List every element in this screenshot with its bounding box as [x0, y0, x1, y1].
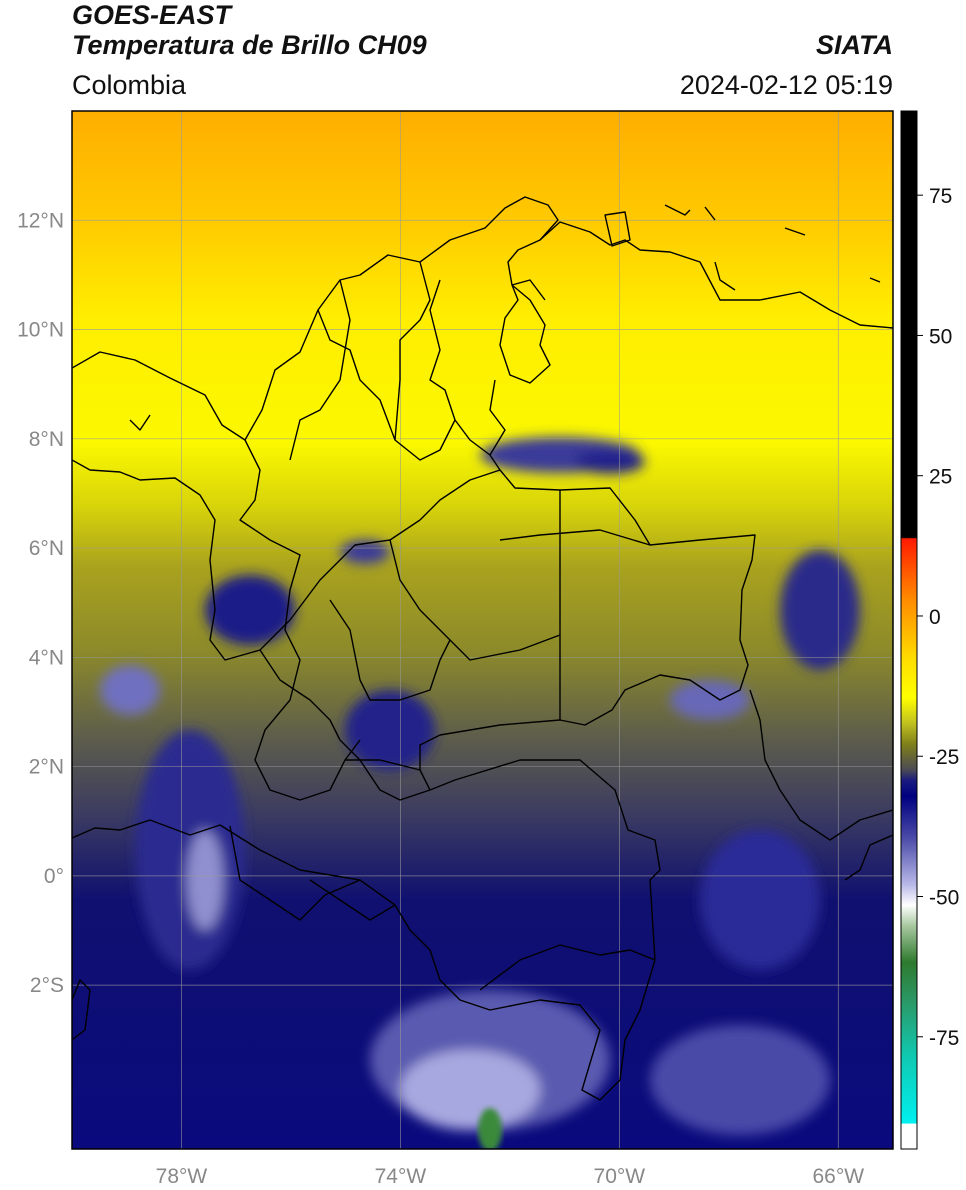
colorbar — [900, 110, 918, 1150]
colorbar-tick-label: 75 — [929, 185, 952, 208]
political-borders — [72, 196, 893, 1101]
cold-cloud-tops — [100, 437, 860, 1135]
colorbar-tick-label: -75 — [929, 1027, 959, 1050]
temperature-background — [72, 111, 893, 1149]
latitude-tick-labels: 12°N 10°N 8°N 6°N 4°N 2°N 0° 2°S — [17, 209, 64, 997]
lat-tick-label: 12°N — [17, 209, 64, 232]
satellite-title: GOES-EAST — [72, 0, 232, 30]
datetime-label: 2024-02-12 05:19 — [679, 70, 893, 100]
very-cold-core — [478, 1108, 502, 1149]
brightness-temperature-field — [72, 111, 893, 1149]
colorbar-tick-label: 25 — [929, 466, 952, 489]
lat-tick-label: 2°S — [30, 974, 64, 997]
lat-tick-label: 8°N — [29, 428, 64, 451]
lat-tick-label: 2°N — [29, 756, 64, 779]
colorbar-tick-label: -50 — [929, 887, 959, 910]
map-frame — [71, 110, 894, 1150]
lon-tick-label: 78°W — [156, 1165, 208, 1188]
lon-tick-label: 70°W — [594, 1165, 646, 1188]
lat-tick-label: 6°N — [29, 537, 64, 560]
colorbar-tick-label: 0 — [929, 606, 941, 629]
longitude-tick-labels: 78°W 74°W 70°W 66°W — [156, 1165, 865, 1188]
source-label: SIATA — [816, 30, 893, 60]
colorbar-tick-label: -25 — [929, 746, 959, 769]
lat-tick-label: 10°N — [17, 319, 64, 342]
lon-tick-label: 66°W — [812, 1165, 864, 1188]
lon-tick-label: 74°W — [375, 1165, 427, 1188]
lat-tick-label: 4°N — [29, 646, 64, 669]
colorbar-tick-label: 50 — [929, 325, 952, 348]
colorbar-ticks: 75 50 25 0 -25 -50 -75 — [917, 185, 959, 1050]
lat-tick-label: 0° — [44, 865, 64, 888]
region-label: Colombia — [72, 70, 187, 100]
product-title: Temperatura de Brillo CH09 — [72, 30, 427, 60]
